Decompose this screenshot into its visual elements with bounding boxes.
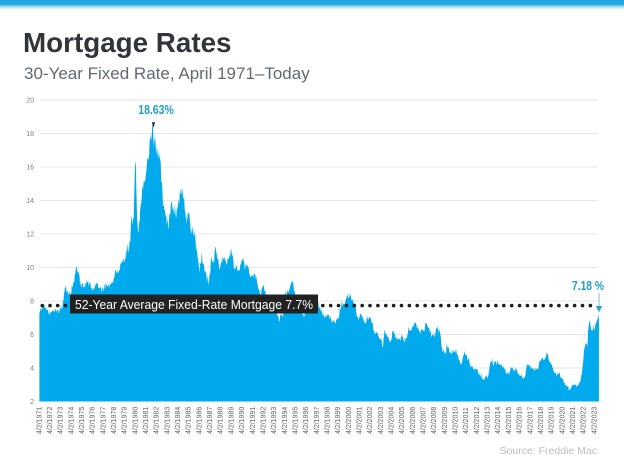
svg-text:4/2/1984: 4/2/1984 xyxy=(175,407,182,434)
svg-text:4/2/1972: 4/2/1972 xyxy=(47,407,54,434)
svg-text:4/2/1982: 4/2/1982 xyxy=(154,407,161,434)
svg-text:4/2/1989: 4/2/1989 xyxy=(228,407,235,434)
svg-text:4/2/2001: 4/2/2001 xyxy=(357,407,364,434)
svg-text:4/2/2000: 4/2/2000 xyxy=(346,407,353,434)
svg-text:12: 12 xyxy=(26,231,34,238)
svg-text:4/2/1990: 4/2/1990 xyxy=(239,407,246,434)
svg-text:4/2/1976: 4/2/1976 xyxy=(90,407,97,434)
svg-text:4/2/2002: 4/2/2002 xyxy=(367,407,374,434)
svg-text:4/2/1973: 4/2/1973 xyxy=(58,407,65,434)
svg-text:4/2/2020: 4/2/2020 xyxy=(559,407,566,434)
svg-text:4/2/2014: 4/2/2014 xyxy=(495,407,502,434)
svg-text:18: 18 xyxy=(26,131,34,138)
svg-text:4/2/1983: 4/2/1983 xyxy=(164,407,171,434)
svg-text:4/2/1981: 4/2/1981 xyxy=(143,407,150,434)
svg-text:20: 20 xyxy=(26,97,34,104)
svg-text:4/2/2010: 4/2/2010 xyxy=(453,407,460,434)
svg-text:4/2/2015: 4/2/2015 xyxy=(506,407,513,434)
svg-text:4: 4 xyxy=(30,365,34,372)
svg-text:4/2/2007: 4/2/2007 xyxy=(421,407,428,434)
svg-text:4/2/1991: 4/2/1991 xyxy=(250,407,257,434)
svg-text:7.18 %: 7.18 % xyxy=(572,278,604,293)
svg-text:4/2/1999: 4/2/1999 xyxy=(335,407,342,434)
svg-text:4/2/2004: 4/2/2004 xyxy=(389,407,396,434)
svg-text:4/2/1997: 4/2/1997 xyxy=(314,407,321,434)
svg-text:4/2/2018: 4/2/2018 xyxy=(538,407,545,434)
svg-text:4/2/2023: 4/2/2023 xyxy=(591,407,598,434)
svg-text:4/2/1992: 4/2/1992 xyxy=(260,407,267,434)
svg-text:4/2/1980: 4/2/1980 xyxy=(132,407,139,434)
svg-text:8: 8 xyxy=(30,298,34,305)
svg-text:4/2/1977: 4/2/1977 xyxy=(100,407,107,434)
svg-text:4/2/2022: 4/2/2022 xyxy=(581,407,588,434)
svg-text:4/2/1994: 4/2/1994 xyxy=(282,407,289,434)
svg-text:4/2/2016: 4/2/2016 xyxy=(517,407,524,434)
svg-text:4/2/1998: 4/2/1998 xyxy=(325,407,332,434)
svg-text:16: 16 xyxy=(26,164,34,171)
svg-text:4/2/2005: 4/2/2005 xyxy=(399,407,406,434)
svg-text:4/2/1993: 4/2/1993 xyxy=(271,407,278,434)
svg-text:4/2/1985: 4/2/1985 xyxy=(186,407,193,434)
svg-text:4/2/2012: 4/2/2012 xyxy=(474,407,481,434)
svg-text:4/2/1979: 4/2/1979 xyxy=(122,407,129,434)
svg-text:4/2/1978: 4/2/1978 xyxy=(111,407,118,434)
svg-text:6: 6 xyxy=(30,332,34,339)
svg-text:4/2/1995: 4/2/1995 xyxy=(293,407,300,434)
svg-text:4/2/2003: 4/2/2003 xyxy=(378,407,385,434)
svg-text:4/2/2009: 4/2/2009 xyxy=(442,407,449,434)
svg-text:4/2/2011: 4/2/2011 xyxy=(463,407,470,434)
svg-text:4/2/2006: 4/2/2006 xyxy=(410,407,417,434)
svg-text:4/2/1996: 4/2/1996 xyxy=(303,407,310,434)
svg-text:4/2/2008: 4/2/2008 xyxy=(431,407,438,434)
svg-text:4/2/2019: 4/2/2019 xyxy=(549,407,556,434)
svg-text:10: 10 xyxy=(26,265,34,272)
svg-text:4/2/1975: 4/2/1975 xyxy=(79,407,86,434)
svg-text:4/2/2017: 4/2/2017 xyxy=(527,407,534,434)
svg-text:2: 2 xyxy=(30,399,34,406)
svg-text:14: 14 xyxy=(26,198,34,205)
svg-text:4/2/1988: 4/2/1988 xyxy=(218,407,225,434)
svg-text:4/2/1986: 4/2/1986 xyxy=(196,407,203,434)
svg-text:4/2/2013: 4/2/2013 xyxy=(485,407,492,434)
svg-text:4/2/1974: 4/2/1974 xyxy=(68,407,75,434)
svg-text:4/2/1971: 4/2/1971 xyxy=(36,407,43,434)
svg-text:52-Year Average Fixed-Rate Mor: 52-Year Average Fixed-Rate Mortgage 7.7% xyxy=(75,298,313,312)
svg-text:4/2/2021: 4/2/2021 xyxy=(570,407,577,434)
svg-text:4/2/1987: 4/2/1987 xyxy=(207,407,214,434)
svg-text:18.63%: 18.63% xyxy=(138,102,174,117)
